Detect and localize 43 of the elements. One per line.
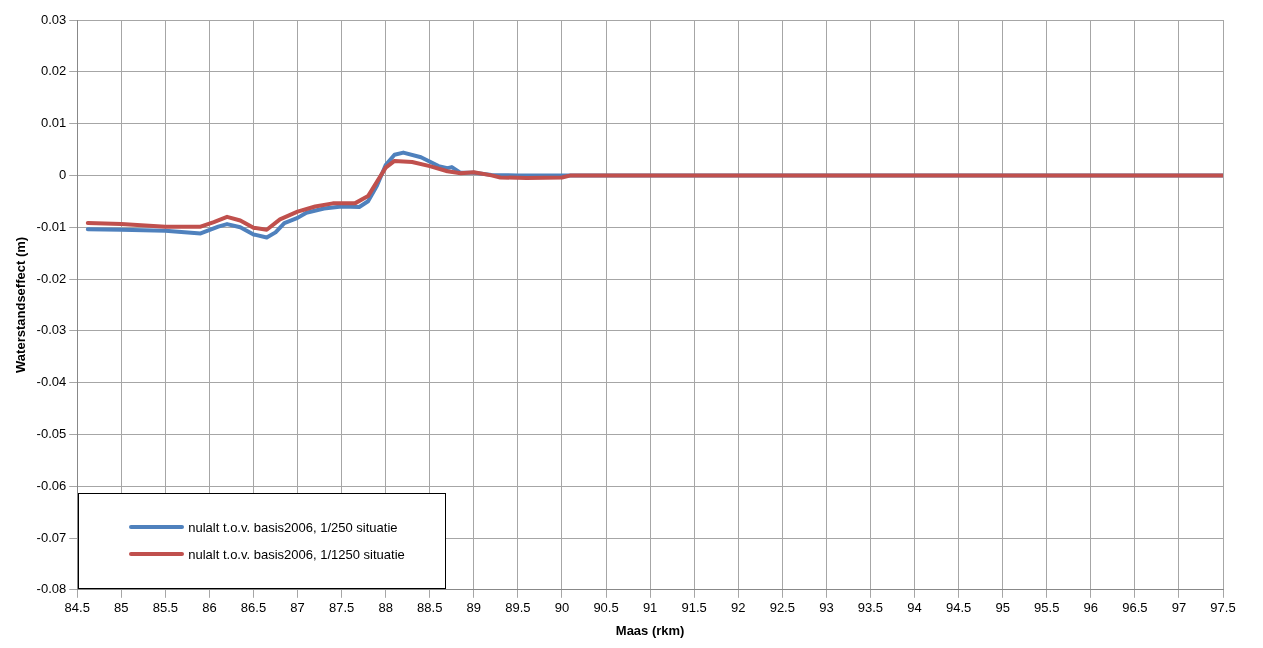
y-tick-label: -0.03 bbox=[36, 322, 67, 338]
x-tick-label: 94.5 bbox=[945, 600, 972, 616]
x-tick-label: 89.5 bbox=[505, 600, 531, 616]
x-tick-label: 86.5 bbox=[240, 600, 267, 616]
x-tick-label: 91.5 bbox=[681, 600, 707, 616]
y-tick-label: 0.03 bbox=[40, 11, 67, 27]
y-tick-label: -0.04 bbox=[36, 374, 67, 390]
y-tick-label: 0.02 bbox=[40, 63, 67, 79]
y-tick-label: -0.01 bbox=[36, 218, 67, 234]
x-tick-label: 85.5 bbox=[152, 600, 179, 616]
x-tick-label: 91 bbox=[642, 600, 658, 616]
x-tick-label: 93 bbox=[819, 600, 834, 616]
y-tick-label: 0 bbox=[59, 166, 67, 182]
x-tick-label: 84.5 bbox=[64, 600, 90, 616]
legend-label: nulalt t.o.v. basis2006, 1/1250 situatie bbox=[188, 546, 405, 562]
y-tick-label: 0.01 bbox=[40, 115, 67, 131]
x-tick-label: 92.5 bbox=[769, 600, 795, 616]
x-tick-label: 87.5 bbox=[328, 600, 355, 616]
x-tick-label: 86 bbox=[202, 600, 217, 616]
y-tick-label: -0.06 bbox=[36, 477, 67, 493]
x-tick-label: 87 bbox=[290, 600, 305, 616]
x-tick-label: 97.5 bbox=[1210, 600, 1236, 616]
x-tick-label: 96 bbox=[1083, 600, 1099, 616]
y-tick-label: -0.02 bbox=[36, 270, 67, 286]
y-tick-label: -0.05 bbox=[36, 425, 67, 441]
x-tick-label: 90.5 bbox=[593, 600, 619, 616]
x-tick-label: 97 bbox=[1171, 600, 1187, 616]
y-tick-label: -0.07 bbox=[36, 529, 67, 545]
y-axis-title: Waterstandseffect (m) bbox=[13, 236, 29, 373]
x-tick-label: 95 bbox=[995, 600, 1010, 616]
x-tick-label: 92 bbox=[731, 600, 746, 616]
x-tick-label: 85 bbox=[114, 600, 129, 616]
x-tick-label: 94 bbox=[907, 600, 922, 616]
x-tick-label: 95.5 bbox=[1034, 600, 1060, 616]
x-tick-label: 89 bbox=[466, 600, 482, 616]
x-tick-label: 88 bbox=[378, 600, 393, 616]
x-tick-label: 90 bbox=[554, 600, 570, 616]
x-tick-label: 93.5 bbox=[857, 600, 884, 616]
x-tick-label: 88.5 bbox=[417, 600, 443, 616]
y-tick-label: -0.08 bbox=[36, 581, 67, 597]
x-axis-title: Maas (rkm) bbox=[615, 622, 685, 638]
x-tick-label: 96.5 bbox=[1122, 600, 1148, 616]
legend-label: nulalt t.o.v. basis2006, 1/250 situatie bbox=[188, 519, 398, 535]
